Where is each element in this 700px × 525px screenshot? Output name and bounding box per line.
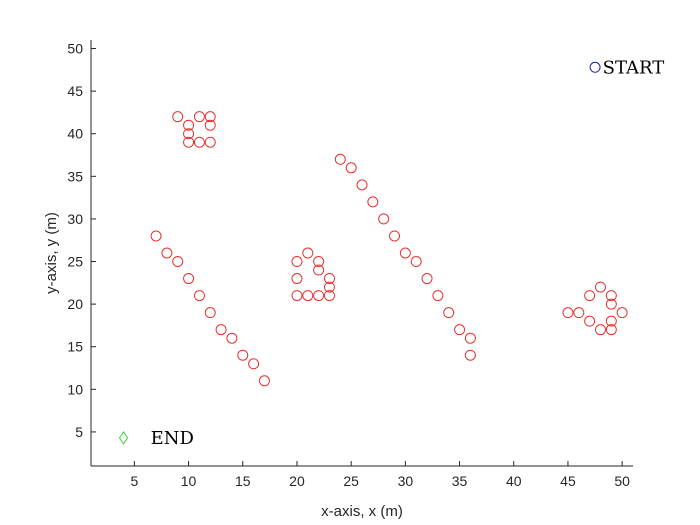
y-tick-label: 35: [67, 168, 83, 184]
data-point: [432, 290, 444, 302]
data-point: [183, 136, 195, 148]
y-tick-label: 50: [67, 41, 83, 57]
data-point: [226, 332, 238, 344]
data-point: [248, 358, 260, 370]
x-tick-label: 30: [398, 473, 414, 489]
x-tick-label: 10: [181, 473, 197, 489]
data-point: [605, 315, 617, 327]
data-point: [313, 256, 325, 268]
data-point: [616, 307, 628, 319]
y-tick-label: 30: [67, 211, 83, 227]
data-point: [605, 290, 617, 302]
x-tick-label: 5: [130, 473, 138, 489]
data-point: [237, 349, 249, 361]
data-point: [172, 256, 184, 268]
data-point: [183, 128, 195, 140]
data-point: [204, 307, 216, 319]
x-tick-label: 25: [343, 473, 359, 489]
data-point: [193, 111, 205, 123]
plot-area: 5 10 15 20 25 30 35 40 45 50 5 10 15 20 25 30 35 40 45 50: [67, 40, 633, 489]
data-point: [421, 273, 433, 285]
y-tick-label: 40: [67, 126, 83, 142]
data-point: [204, 119, 216, 131]
data-point: [150, 230, 162, 242]
data-point: [573, 307, 585, 319]
y-tick-label: 45: [67, 83, 83, 99]
data-point: [313, 290, 325, 302]
y-tick-label: 15: [67, 339, 83, 355]
data-point: [204, 111, 216, 123]
data-point: [443, 307, 455, 319]
data-point: [183, 119, 195, 131]
data-point: [258, 375, 270, 387]
data-point: [605, 324, 617, 336]
data-point: [215, 324, 227, 336]
data-point: [323, 273, 335, 285]
y-axis-label: y-axis, y (m): [43, 212, 60, 294]
data-point: [313, 264, 325, 276]
data-point: [378, 213, 390, 225]
x-tick-label: 50: [614, 473, 630, 489]
data-point: [399, 247, 411, 259]
data-point: [589, 61, 601, 73]
data-point: [454, 324, 466, 336]
annotation-start: START: [603, 57, 665, 78]
data-point: [356, 179, 368, 191]
x-tick-label: 15: [235, 473, 251, 489]
annotation-end: END: [151, 428, 194, 449]
data-point: [562, 307, 574, 319]
data-point: [193, 290, 205, 302]
x-tick-label: 35: [452, 473, 468, 489]
x-tick-label: 45: [560, 473, 576, 489]
data-point: [389, 230, 401, 242]
y-tick-label: 10: [67, 381, 83, 397]
data-point: [183, 273, 195, 285]
data-point: [345, 162, 357, 174]
data-point: [584, 315, 596, 327]
x-axis-label: x-axis, x (m): [321, 503, 403, 520]
y-tick-label: 5: [75, 424, 83, 440]
x-tick-label: 20: [289, 473, 305, 489]
data-point: [584, 290, 596, 302]
data-point: [323, 290, 335, 302]
x-tick-label: 40: [506, 473, 522, 489]
data-point: [302, 290, 314, 302]
y-tick-label: 20: [67, 296, 83, 312]
data-point: [334, 153, 346, 165]
data-point: [605, 298, 617, 310]
data-point: [193, 136, 205, 148]
data-marks: START END: [118, 57, 665, 449]
data-point-diamond: [118, 430, 129, 445]
data-point: [161, 247, 173, 259]
data-point: [367, 196, 379, 208]
data-point: [291, 273, 303, 285]
data-point: [594, 281, 606, 293]
data-point: [410, 256, 422, 268]
data-point: [291, 290, 303, 302]
y-tick-label: 25: [67, 254, 83, 270]
data-point: [302, 247, 314, 259]
data-point: [172, 111, 184, 123]
data-point: [323, 281, 335, 293]
data-point: [291, 256, 303, 268]
data-point: [594, 324, 606, 336]
data-point: [464, 349, 476, 361]
data-point: [464, 332, 476, 344]
data-point: [204, 136, 216, 148]
